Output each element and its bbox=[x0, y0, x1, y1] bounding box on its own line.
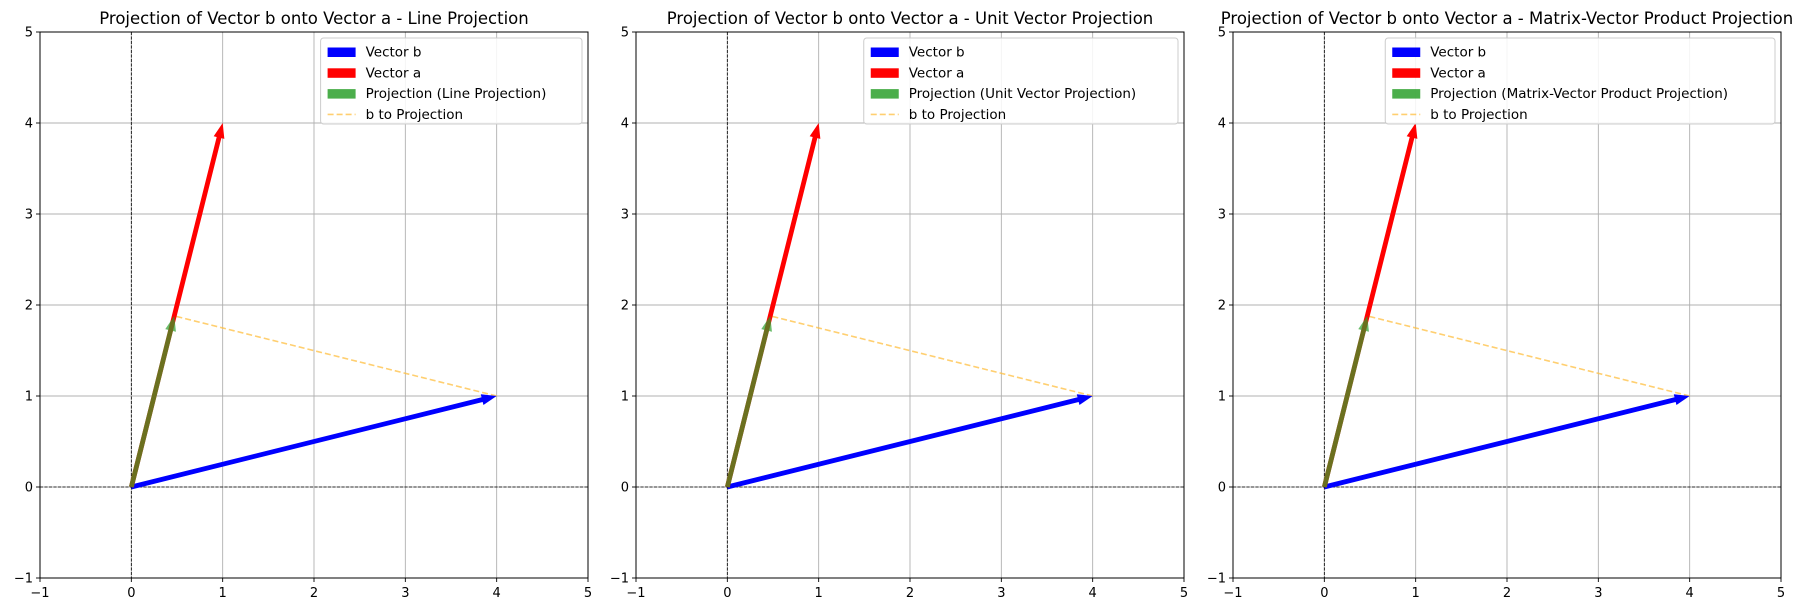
legend: Vector b Vector a Projection (Line Project… bbox=[320, 37, 583, 125]
x-tick-label: −1 bbox=[30, 586, 49, 601]
axes-frame bbox=[39, 31, 589, 579]
y-tick-label: 3 bbox=[25, 208, 33, 223]
y-tick-label: 5 bbox=[621, 26, 629, 41]
legend-swatch bbox=[1392, 89, 1421, 99]
legend-label: Projection (Matrix-Vector Product Projec… bbox=[1430, 86, 1728, 102]
x-tick-label: −1 bbox=[1223, 586, 1242, 601]
y-tick-label: 4 bbox=[621, 117, 629, 132]
y-tick-label: 1 bbox=[25, 390, 33, 405]
y-tick-label: 0 bbox=[1218, 481, 1226, 496]
axes-frame bbox=[1232, 31, 1782, 579]
legend-label: Vector b bbox=[909, 45, 965, 61]
chart-panel-2: Projection of Vector b onto Vector a - U… bbox=[610, 9, 1188, 601]
x-tick-label: 3 bbox=[1594, 586, 1602, 601]
connector-b-to-projection bbox=[770, 315, 1093, 397]
legend: Vector b Vector a Projection (Unit Vector … bbox=[863, 37, 1179, 125]
projection-arrow bbox=[1322, 315, 1369, 488]
chart-panel-1: Projection of Vector b onto Vector a - L… bbox=[14, 9, 592, 601]
y-tick-label: 0 bbox=[621, 481, 629, 496]
legend-label: Vector a bbox=[1430, 65, 1486, 81]
y-tick-label: −1 bbox=[14, 572, 33, 587]
chart-panel-3: Projection of Vector b onto Vector a - M… bbox=[1207, 9, 1793, 601]
y-tick-label: 1 bbox=[1218, 390, 1226, 405]
legend-box bbox=[1384, 37, 1776, 125]
legend-label: Projection (Unit Vector Projection) bbox=[909, 86, 1136, 102]
x-tick-label: 3 bbox=[997, 586, 1005, 601]
y-tick-label: 3 bbox=[621, 208, 629, 223]
y-tick-label: 0 bbox=[25, 481, 33, 496]
x-tick-label: 0 bbox=[1320, 586, 1328, 601]
x-tick-label: −1 bbox=[626, 586, 645, 601]
legend-label: b to Projection bbox=[909, 107, 1006, 123]
legend-label: b to Projection bbox=[366, 107, 463, 123]
y-tick-label: 4 bbox=[25, 117, 33, 132]
x-tick-label: 0 bbox=[723, 586, 731, 601]
vector-b-arrow bbox=[726, 394, 1093, 490]
legend-swatch bbox=[327, 47, 356, 57]
vector-b-arrow bbox=[130, 394, 497, 490]
x-tick-label: 4 bbox=[1686, 586, 1694, 601]
legend-label: Vector b bbox=[1430, 45, 1486, 61]
y-tick-label: 5 bbox=[25, 26, 33, 41]
y-tick-label: 4 bbox=[1218, 117, 1226, 132]
chart-title: Projection of Vector b onto Vector a - M… bbox=[1221, 9, 1794, 28]
y-tick-label: 3 bbox=[1218, 208, 1226, 223]
connector-b-to-projection bbox=[174, 315, 497, 397]
legend-label: Projection (Line Projection) bbox=[366, 86, 547, 102]
vector-b-arrow bbox=[1323, 394, 1690, 490]
y-tick-label: 5 bbox=[1218, 26, 1226, 41]
connector-b-to-projection bbox=[1367, 315, 1690, 397]
legend-label: Vector a bbox=[366, 65, 422, 81]
legend-swatch bbox=[327, 89, 356, 99]
x-tick-label: 5 bbox=[584, 586, 592, 601]
legend-box bbox=[863, 37, 1179, 125]
chart-title: Projection of Vector b onto Vector a - L… bbox=[99, 9, 528, 28]
x-tick-label: 5 bbox=[1777, 586, 1785, 601]
legend-swatch bbox=[1392, 47, 1421, 57]
legend-swatch bbox=[870, 89, 899, 99]
x-tick-label: 4 bbox=[493, 586, 501, 601]
legend-label: Vector b bbox=[366, 45, 422, 61]
x-tick-label: 3 bbox=[401, 586, 409, 601]
legend-swatch bbox=[1392, 68, 1421, 78]
y-tick-label: 1 bbox=[621, 390, 629, 405]
chart-title: Projection of Vector b onto Vector a - U… bbox=[667, 9, 1154, 28]
legend: Vector b Vector a Projection (Matrix-Vecto… bbox=[1384, 37, 1776, 125]
legend-label: Vector a bbox=[909, 65, 965, 81]
x-tick-label: 1 bbox=[219, 586, 227, 601]
legend-swatch bbox=[870, 68, 899, 78]
projection-arrow bbox=[129, 315, 176, 488]
y-tick-label: −1 bbox=[1207, 572, 1226, 587]
legend-box bbox=[320, 37, 583, 125]
y-tick-label: −1 bbox=[610, 572, 629, 587]
x-tick-label: 4 bbox=[1089, 586, 1097, 601]
legend-swatch bbox=[327, 68, 356, 78]
y-tick-label: 2 bbox=[1218, 299, 1226, 314]
y-tick-label: 2 bbox=[25, 299, 33, 314]
legend-label: b to Projection bbox=[1430, 107, 1527, 123]
x-tick-label: 0 bbox=[127, 586, 135, 601]
x-tick-label: 1 bbox=[815, 586, 823, 601]
x-tick-label: 2 bbox=[906, 586, 914, 601]
x-tick-label: 2 bbox=[1503, 586, 1511, 601]
x-tick-label: 5 bbox=[1180, 586, 1188, 601]
y-tick-label: 2 bbox=[621, 299, 629, 314]
projection-arrow bbox=[725, 315, 772, 488]
x-tick-label: 2 bbox=[310, 586, 318, 601]
axes-frame bbox=[635, 31, 1185, 579]
legend-swatch bbox=[870, 47, 899, 57]
x-tick-label: 1 bbox=[1412, 586, 1420, 601]
